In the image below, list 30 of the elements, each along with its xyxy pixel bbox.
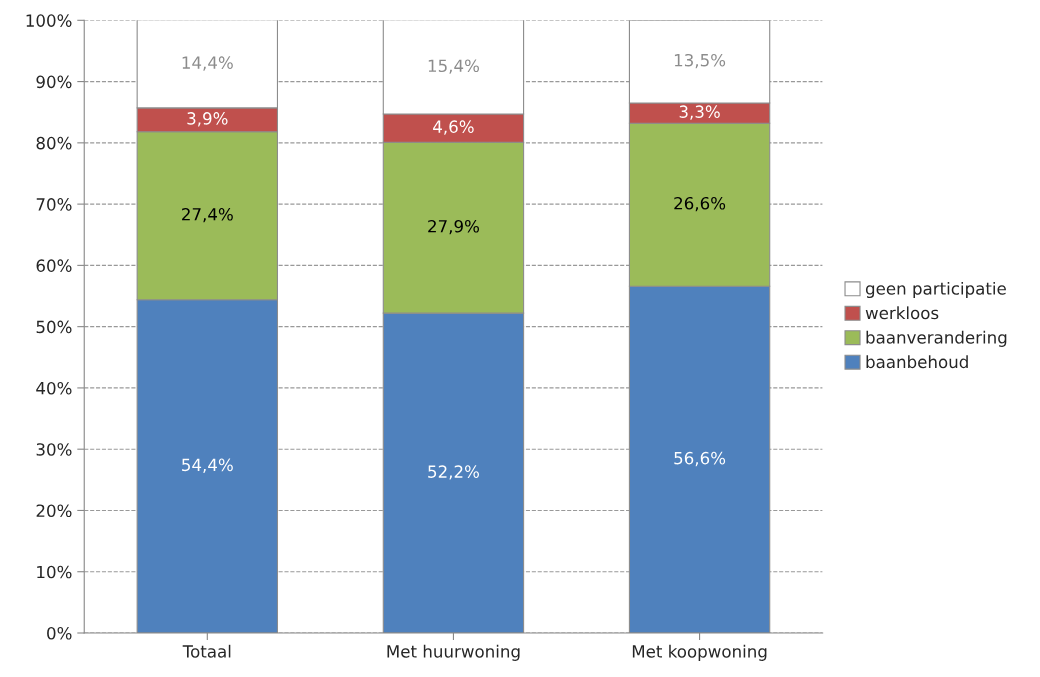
legend-label: werkloos <box>865 306 939 320</box>
data-label: 3,9% <box>187 112 228 127</box>
x-tick-label: Met koopwoning <box>632 644 767 661</box>
y-tick-label: 90% <box>36 75 72 89</box>
y-tick-label: 80% <box>36 136 72 150</box>
x-tick-label: Met huurwoning <box>387 644 520 661</box>
x-tick-label: Totaal <box>182 644 231 658</box>
data-label: 14,4% <box>182 56 233 71</box>
legend-label: baanverandering <box>866 330 1007 347</box>
y-tick-label: 60% <box>36 259 72 272</box>
y-tick-label: 70% <box>36 198 72 211</box>
y-tick-label: 30% <box>36 443 72 456</box>
legend-label: baanbehoud <box>866 355 968 369</box>
data-label: 27,4% <box>182 207 233 223</box>
data-label: 15,4% <box>428 59 479 74</box>
data-label: 54,4% <box>182 458 233 473</box>
y-tick-label: 50% <box>36 320 72 334</box>
data-label: 26,6% <box>674 196 726 212</box>
data-label: 13,5% <box>674 53 726 69</box>
y-tick-label: 40% <box>36 381 72 395</box>
data-label: 27,9% <box>428 219 479 235</box>
y-tick-label: 100% <box>26 14 72 27</box>
data-label: 56,6% <box>674 451 726 467</box>
y-tick-label: 10% <box>37 565 72 579</box>
y-tick-label: 20% <box>36 504 72 518</box>
data-label: 4,6% <box>433 120 474 135</box>
y-tick-label: 0% <box>47 626 72 640</box>
legend-label: geen participatie <box>865 281 1006 299</box>
data-label: 3,3% <box>679 105 720 120</box>
data-label: 52,2% <box>428 465 479 480</box>
